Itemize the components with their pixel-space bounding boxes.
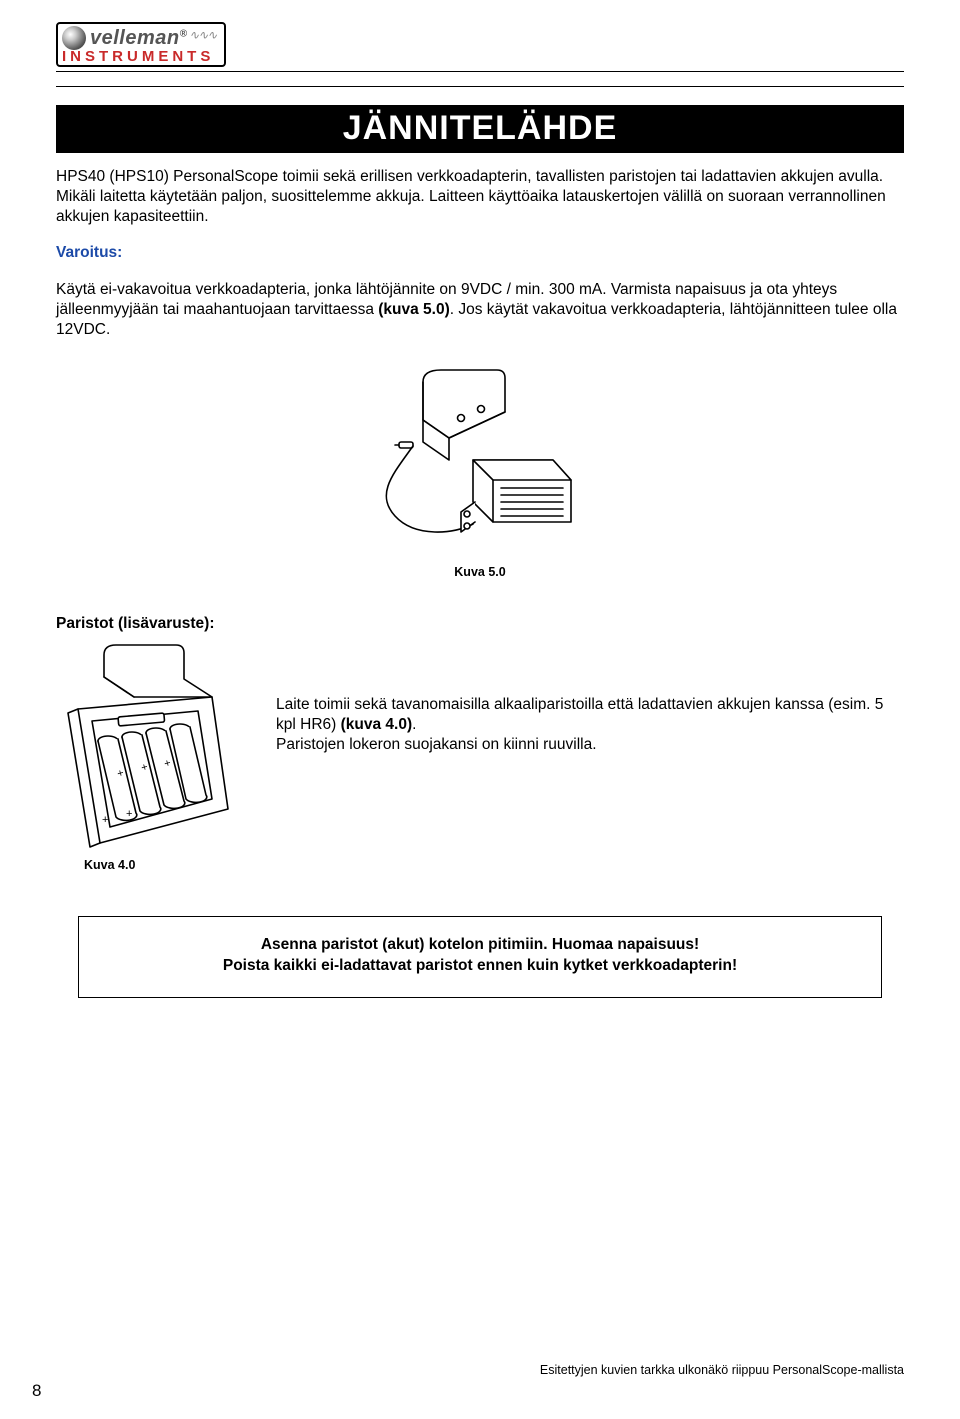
figure-5: Kuva 5.0 [56,364,904,579]
adapter-illustration-icon [365,364,595,554]
figure-4-caption: Kuva 4.0 [84,858,246,872]
battery-compartment-icon: + + + + [56,643,246,853]
svg-text:+: + [102,814,108,826]
banner-top-rule [56,86,904,87]
header-divider [56,71,904,72]
logo-brand: velleman® [90,27,187,50]
figure-4: + + + + [56,643,246,872]
logo-subtext: INSTRUMENTS [62,48,216,65]
intro-paragraph: HPS40 (HPS10) PersonalScope toimii sekä … [56,167,904,226]
install-notice: Asenna paristot (akut) kotelon pitimiin.… [78,916,882,998]
notice-line-1: Asenna paristot (akut) kotelon pitimiin.… [91,935,869,956]
warning-label: Varoitus: [56,244,904,262]
footer-note: Esitettyjen kuvien tarkka ulkonäkö riipp… [540,1363,904,1377]
battery-section: + + + + [56,643,904,872]
svg-text:+: + [126,808,132,820]
battery-paragraph: Laite toimii sekä tavanomaisilla alkaali… [276,643,904,754]
notice-line-2: Poista kaikki ei-ladattavat paristot enn… [91,956,869,977]
figure-5-caption: Kuva 5.0 [56,565,904,579]
warning-paragraph: Käytä ei-vakavoitua verkkoadapteria, jon… [56,280,904,339]
batteries-subhead: Paristot (lisävaruste): [56,615,904,633]
logo-sphere-icon [62,26,86,50]
header-logo: ∿∿∿ velleman® INSTRUMENTS [56,22,904,67]
page-number: 8 [32,1381,41,1401]
section-banner: JÄNNITELÄHDE [56,105,904,153]
logo-wave-icon: ∿∿∿ [189,28,216,42]
